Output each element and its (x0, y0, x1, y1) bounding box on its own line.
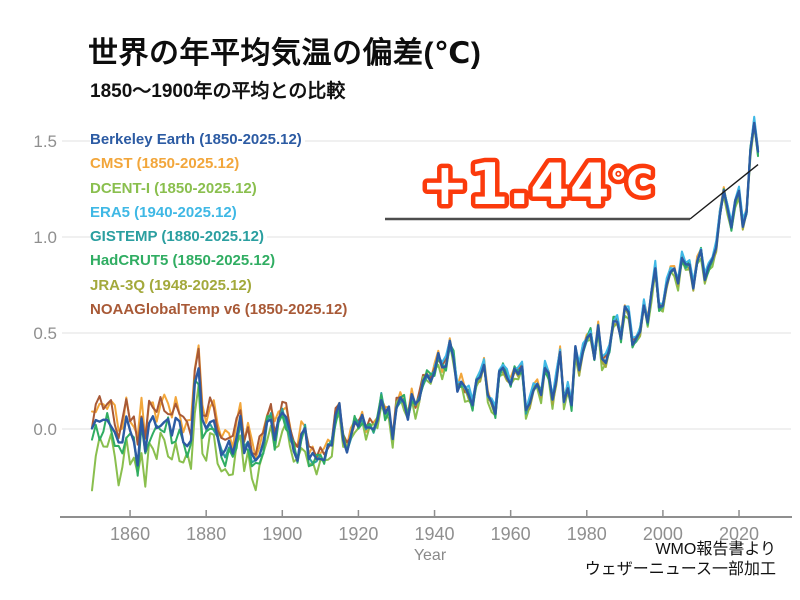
annotation-pointer-line (689, 163, 759, 220)
annotation-unit: ℃ (609, 163, 653, 204)
x-tick-label: 1860 (110, 524, 150, 544)
credit-line-1: WMO報告書より (655, 541, 776, 558)
x-tick-label: 1980 (567, 524, 607, 544)
annotation-value-text: +1.44℃ (421, 152, 653, 218)
legend-item-cmst: CMST (1850-2025.12) (90, 152, 350, 176)
legend-item-jra-3q: JRA-3Q (1948-2025.12) (90, 274, 350, 298)
legend-item-label: DCENT-I (1850-2025.12) (90, 179, 260, 197)
y-tick-label: 1.0 (33, 228, 57, 247)
source-credit: WMO報告書より ウェザーニュース一部加工 (585, 540, 776, 580)
y-tick-label: 1.5 (33, 132, 57, 151)
credit-line-2: ウェザーニュース一部加工 (584, 561, 776, 578)
legend-item-label: CMST (1850-2025.12) (90, 155, 243, 173)
legend-item-label: NOAAGlobalTemp v6 (1850-2025.12) (90, 301, 351, 319)
annotation-value-badge: +1.44℃ (417, 148, 658, 223)
legend-item-label: ERA5 (1940-2025.12) (90, 203, 240, 221)
series-line-berkeley-earth (90, 121, 760, 467)
y-tick-label: 0.0 (33, 420, 57, 439)
page-subtitle: 1850〜1900年の平均との比較 (90, 81, 346, 102)
legend-item-noaaglobaltemp-v6: NOAAGlobalTemp v6 (1850-2025.12) (90, 298, 351, 322)
legend-item-label: Berkeley Earth (1850-2025.12) (90, 131, 305, 148)
legend-item-label: JRA-3Q (1948-2025.12) (90, 276, 255, 294)
legend-item-label: GISTEMP (1880-2025.12) (90, 228, 267, 246)
x-tick-label: 1920 (338, 524, 378, 544)
page-title: 世界の年平均気温の偏差(℃) (88, 37, 482, 70)
legend-item-label: HadCRUT5 (1850-2025.12) (90, 252, 279, 270)
x-tick-label: 2000 (643, 524, 683, 544)
legend-item-gistemp: GISTEMP (1880-2025.12) (90, 225, 350, 249)
x-tick-label: 1960 (491, 524, 531, 544)
legend-item-berkeley-earth: Berkeley Earth (1850-2025.12) (90, 128, 350, 152)
x-axis-title: Year (414, 547, 447, 564)
x-tick-label: 1940 (415, 524, 455, 544)
legend-item-hadcrut5: HadCRUT5 (1850-2025.12) (90, 249, 350, 273)
chart-legend: Berkeley Earth (1850-2025.12) CMST (1850-… (90, 128, 351, 322)
legend-item-dcent-i: DCENT-I (1850-2025.12) (90, 177, 350, 201)
x-tick-label: 1900 (262, 524, 302, 544)
x-tick-label: 1880 (186, 524, 226, 544)
x-tick-label: 2020 (719, 524, 759, 544)
legend-item-era5: ERA5 (1940-2025.12) (90, 201, 350, 225)
y-tick-label: 0.5 (33, 324, 57, 343)
